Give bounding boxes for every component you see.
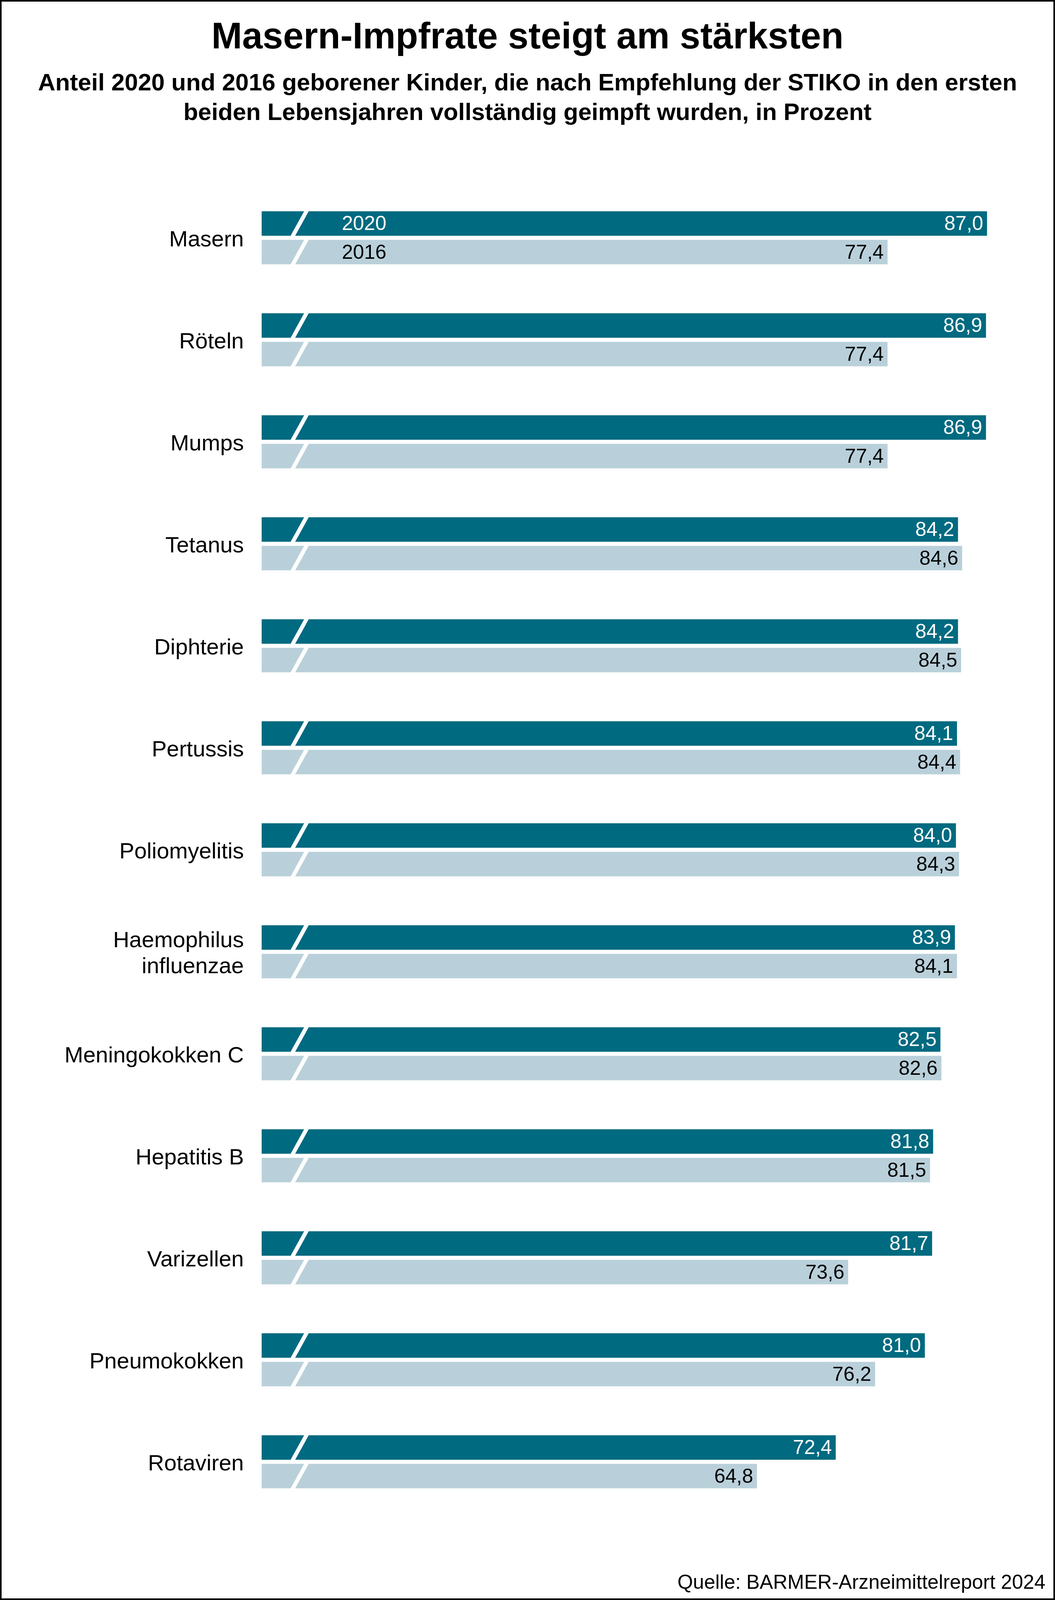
svg-text:81,7: 81,7 <box>889 1232 929 1255</box>
svg-text:2016: 2016 <box>342 240 387 264</box>
html-text:Quelle: BARMER-Arzneimittelrep: Quelle: BARMER-Arzneimittelreport 2024 <box>677 1571 1046 1594</box>
svg-text:64,8: 64,8 <box>714 1465 753 1488</box>
svg-text:2020: 2020 <box>342 212 387 235</box>
svg-text:82,5: 82,5 <box>897 1028 937 1051</box>
svg-text:73,6: 73,6 <box>805 1261 845 1284</box>
svg-text:81,0: 81,0 <box>882 1334 921 1357</box>
svg-text:84,1: 84,1 <box>914 954 953 978</box>
svg-text:Diphterie: Diphterie <box>154 634 244 660</box>
svg-text:82,6: 82,6 <box>898 1057 938 1080</box>
svg-text:84,0: 84,0 <box>913 824 953 847</box>
svg-text:Meningokokken C: Meningokokken C <box>64 1042 244 1068</box>
svg-text:86,9: 86,9 <box>943 416 983 439</box>
svg-text:Poliomyelitis: Poliomyelitis <box>119 838 244 864</box>
svg-text:Pertussis: Pertussis <box>151 736 244 762</box>
svg-text:81,5: 81,5 <box>887 1159 927 1182</box>
svg-text:Mumps: Mumps <box>170 430 245 456</box>
svg-text:76,2: 76,2 <box>832 1363 872 1386</box>
svg-text:Röteln: Röteln <box>179 328 245 354</box>
svg-text:84,2: 84,2 <box>915 620 955 643</box>
svg-text:Pneumokokken: Pneumokokken <box>89 1348 244 1374</box>
svg-text:84,5: 84,5 <box>918 648 958 672</box>
svg-text:77,4: 77,4 <box>844 444 884 468</box>
svg-text:84,6: 84,6 <box>919 546 959 570</box>
svg-text:84,4: 84,4 <box>917 750 957 774</box>
svg-text:Varizellen: Varizellen <box>147 1246 245 1272</box>
svg-text:Masern: Masern <box>169 226 245 252</box>
svg-text:77,4: 77,4 <box>844 342 884 366</box>
svg-text:81,8: 81,8 <box>890 1130 930 1153</box>
html-text:Anteil 2020 und 2016 geborener: Anteil 2020 und 2016 geborener Kinder, d… <box>37 68 1018 126</box>
svg-text:87,0: 87,0 <box>944 212 983 235</box>
svg-text:72,4: 72,4 <box>792 1436 832 1459</box>
svg-text:Hepatitis B: Hepatitis B <box>135 1144 245 1170</box>
html-text:Masern-Impfrate steigt am stär: Masern-Impfrate steigt am stärksten <box>211 15 844 57</box>
svg-text:77,4: 77,4 <box>844 240 884 264</box>
svg-text:86,9: 86,9 <box>943 314 983 337</box>
svg-text:84,2: 84,2 <box>915 518 955 541</box>
svg-text:Haemophilusinfluenzae: Haemophilusinfluenzae <box>113 926 245 978</box>
svg-text:Tetanus: Tetanus <box>165 532 244 558</box>
svg-text:83,9: 83,9 <box>912 926 951 949</box>
svg-text:84,1: 84,1 <box>914 722 953 745</box>
svg-text:Rotaviren: Rotaviren <box>148 1450 245 1476</box>
svg-text:84,3: 84,3 <box>916 852 955 876</box>
